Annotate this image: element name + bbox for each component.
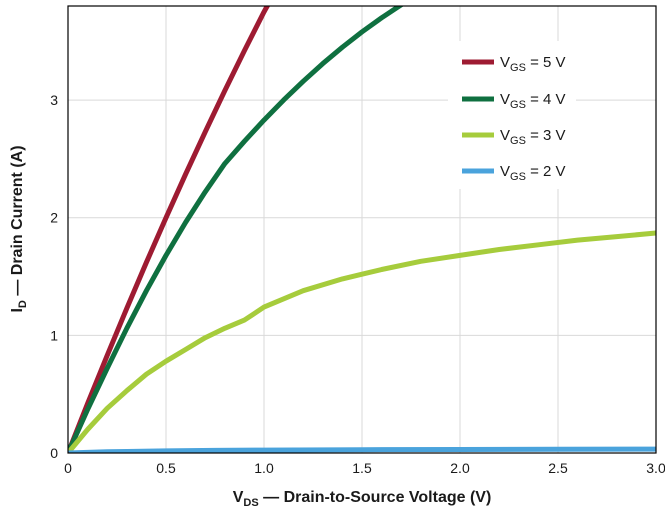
legend-label-vgs-5-rest: = 5 V [526, 54, 566, 71]
plot-frame [67, 5, 657, 454]
x-axis-title-sub: DS [243, 497, 258, 509]
legend-label-vgs-2-sub: GS [510, 171, 526, 183]
x-axis-title-rest: — Drain-to-Source Voltage (V) [259, 489, 492, 506]
y-tick-label: 0 [50, 445, 58, 461]
legend-label-vgs-5-sub: GS [510, 62, 526, 74]
y-axis-title-main: I [9, 308, 26, 312]
legend-item-vgs-3: VGS = 3 V [462, 127, 566, 147]
y-tick-label: 3 [50, 92, 58, 108]
legend-box [448, 41, 576, 189]
legend-label-vgs-3-sub: GS [510, 135, 526, 147]
legend-label-vgs-4: VGS = 4 V [500, 91, 566, 111]
x-axis-title-main: V [233, 489, 244, 506]
series-lines [68, 6, 656, 453]
x-tick-label: 2.5 [548, 460, 568, 476]
legend-label-vgs-3-rest: = 3 V [526, 127, 566, 144]
legend-label-vgs-4-rest: = 4 V [526, 91, 566, 108]
y-axis-title-rest: — Drain Current (A) [9, 145, 26, 300]
legend-label-vgs-5: VGS = 5 V [500, 54, 566, 74]
x-tick-label: 3.0 [646, 460, 665, 476]
legend: VGS = 5 V VGS = 4 V VGS = 3 V VGS = 2 V [448, 41, 576, 189]
legend-label-vgs-3: VGS = 3 V [500, 127, 566, 147]
x-axis-title: VDS — Drain-to-Source Voltage (V) [233, 489, 492, 509]
y-tick-label: 2 [50, 210, 58, 226]
y-tick-label: 1 [50, 327, 58, 343]
x-tick-label: 2.0 [450, 460, 470, 476]
y-axis-title-sub: D [17, 300, 29, 308]
legend-label-vgs-5-main: V [500, 54, 510, 71]
legend-label-vgs-2-rest: = 2 V [526, 163, 566, 180]
series-line-vgs-4-line [68, 6, 404, 453]
legend-item-vgs-2: VGS = 2 V [462, 163, 566, 183]
legend-item-vgs-4: VGS = 4 V [462, 91, 566, 111]
legend-label-vgs-3-main: V [500, 127, 510, 144]
series-line-vgs-2-line [68, 446, 656, 453]
legend-label-vgs-2-main: V [500, 163, 510, 180]
x-tick-label: 0.5 [156, 460, 176, 476]
y-tick-labels: 0 1 2 3 [50, 92, 58, 461]
legend-label-vgs-4-main: V [500, 91, 510, 108]
x-tick-label: 0 [64, 460, 72, 476]
x-tick-label: 1.5 [352, 460, 372, 476]
legend-label-vgs-4-sub: GS [510, 99, 526, 111]
x-tick-label: 1.0 [254, 460, 274, 476]
y-axis-title: ID — Drain Current (A) [9, 145, 29, 312]
x-tick-labels: 0 0.5 1.0 1.5 2.0 2.5 3.0 [64, 460, 665, 476]
legend-item-vgs-5: VGS = 5 V [462, 54, 566, 74]
series-line-vgs-3-line [68, 230, 656, 453]
series-line-vgs-5-line [68, 6, 271, 453]
legend-label-vgs-2: VGS = 2 V [500, 163, 566, 183]
